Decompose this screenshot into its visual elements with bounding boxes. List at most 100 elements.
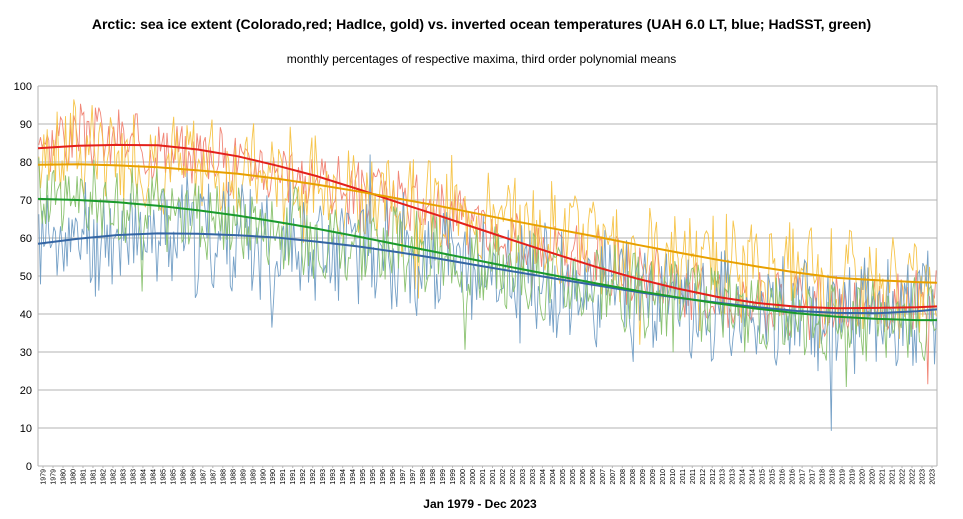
x-tick-label: 2019 — [850, 469, 857, 485]
y-axis: 0102030405060708090100 — [14, 81, 32, 473]
x-tick-label: 2009 — [640, 469, 647, 485]
x-tick-label: 1981 — [90, 469, 97, 485]
x-tick-label: 2004 — [540, 469, 547, 485]
x-tick-label: 2022 — [910, 469, 917, 485]
y-tick-label: 30 — [20, 347, 32, 359]
x-tick-label: 2021 — [890, 469, 897, 485]
x-tick-label: 2011 — [690, 469, 697, 484]
x-tick-label: 2006 — [590, 469, 597, 485]
x-tick-label: 2004 — [550, 469, 557, 485]
x-tick-label: 2014 — [750, 469, 757, 485]
y-tick-label: 60 — [20, 233, 32, 245]
x-tick-label: 1984 — [140, 469, 147, 485]
x-tick-label: 1999 — [440, 469, 447, 485]
x-tick-label: 2007 — [600, 469, 607, 485]
x-tick-label: 1990 — [260, 469, 267, 485]
x-tick-label: 1982 — [110, 469, 117, 485]
x-tick-label: 2021 — [880, 469, 887, 485]
x-tick-label: 2010 — [660, 469, 667, 485]
x-tick-label: 1980 — [60, 469, 67, 485]
x-tick-label: 1995 — [370, 469, 377, 485]
x-tick-label: 1984 — [150, 469, 157, 485]
x-tick-label: 2010 — [670, 469, 677, 485]
x-tick-label: 2008 — [630, 469, 637, 485]
x-tick-label: 2009 — [650, 469, 657, 485]
y-tick-label: 50 — [20, 271, 32, 283]
x-tick-label: 2000 — [470, 469, 477, 485]
x-tick-label: 2012 — [700, 469, 707, 485]
x-tick-label: 2005 — [560, 469, 567, 485]
x-tick-label: 1991 — [280, 469, 287, 485]
x-tick-label: 1993 — [330, 469, 337, 485]
y-tick-label: 90 — [20, 119, 32, 131]
x-tick-label: 2023 — [920, 469, 927, 485]
x-tick-label: 2020 — [860, 469, 867, 485]
x-tick-label: 1988 — [220, 469, 227, 485]
x-tick-label: 2017 — [800, 469, 807, 485]
x-tick-label: 2023 — [930, 469, 937, 485]
x-axis: 1979 1979 1980 1980 1981 1981 1982 1982 1983 1983… — [40, 466, 936, 485]
x-tick-label: 1988 — [230, 469, 237, 485]
x-tick-label: 1987 — [210, 469, 217, 485]
x-tick-label: 2017 — [810, 469, 817, 485]
y-tick-label: 10 — [20, 423, 32, 435]
x-tick-label: 1982 — [100, 469, 107, 485]
x-tick-label: 1997 — [400, 469, 407, 485]
x-tick-label: 1979 — [50, 469, 57, 485]
x-tick-label: 2001 — [480, 469, 487, 485]
x-tick-label: 2016 — [790, 469, 797, 485]
line-chart: 0102030405060708090100 1979 1979 1980 1980 1… — [0, 0, 963, 519]
x-tick-label: 1986 — [180, 469, 187, 485]
x-tick-label: 1992 — [300, 469, 307, 485]
x-tick-label: 1997 — [410, 469, 417, 485]
x-tick-label: 1981 — [80, 469, 87, 485]
y-tick-label: 0 — [26, 461, 32, 473]
x-tick-label: 2006 — [580, 469, 587, 485]
x-tick-label: 2001 — [490, 469, 497, 485]
x-tick-label: 1994 — [350, 469, 357, 485]
x-tick-label: 2018 — [820, 469, 827, 485]
x-tick-label: 1989 — [250, 469, 257, 485]
x-tick-label: 1986 — [190, 469, 197, 485]
x-tick-label: 1989 — [240, 469, 247, 485]
x-tick-label: 1983 — [120, 469, 127, 485]
x-tick-label: 1996 — [380, 469, 387, 485]
x-tick-label: 1996 — [390, 469, 397, 485]
x-tick-label: 2005 — [570, 469, 577, 485]
x-tick-label: 2007 — [610, 469, 617, 485]
x-tick-label: 1998 — [420, 469, 427, 485]
x-tick-label: 2011 — [680, 469, 687, 484]
x-tick-label: 2008 — [620, 469, 627, 485]
x-tick-label: 2020 — [870, 469, 877, 485]
y-tick-label: 40 — [20, 309, 32, 321]
x-tick-label: 2016 — [780, 469, 787, 485]
x-tick-label: 2015 — [770, 469, 777, 485]
x-tick-label: 2018 — [830, 469, 837, 485]
x-tick-label: 2002 — [500, 469, 507, 485]
y-tick-label: 70 — [20, 195, 32, 207]
y-tick-label: 80 — [20, 157, 32, 169]
x-tick-label: 1985 — [170, 469, 177, 485]
x-tick-label: 2012 — [710, 469, 717, 485]
x-tick-label: 1987 — [200, 469, 207, 485]
x-tick-label: 1991 — [290, 469, 297, 485]
x-tick-label: 1983 — [130, 469, 137, 485]
x-tick-label: 2002 — [510, 469, 517, 485]
y-tick-label: 100 — [14, 81, 32, 93]
x-tick-label: 2003 — [530, 469, 537, 485]
x-tick-label: 2013 — [730, 469, 737, 485]
x-tick-label: 1998 — [430, 469, 437, 485]
x-tick-label: 2003 — [520, 469, 527, 485]
x-tick-label: 1992 — [310, 469, 317, 485]
x-tick-label: 2019 — [840, 469, 847, 485]
x-tick-label: 1990 — [270, 469, 277, 485]
x-tick-label: 2013 — [720, 469, 727, 485]
x-tick-label: 2022 — [900, 469, 907, 485]
x-tick-label: 2000 — [460, 469, 467, 485]
x-tick-label: 2014 — [740, 469, 747, 485]
x-tick-label: 1980 — [70, 469, 77, 485]
x-tick-label: 1999 — [450, 469, 457, 485]
x-tick-label: 1994 — [340, 469, 347, 485]
x-tick-label: 1995 — [360, 469, 367, 485]
x-tick-label: 1985 — [160, 469, 167, 485]
